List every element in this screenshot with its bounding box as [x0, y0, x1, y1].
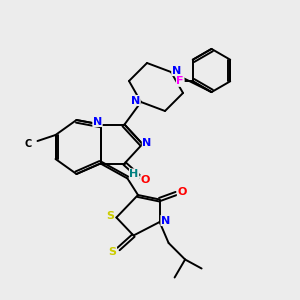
Text: S: S	[109, 247, 116, 257]
Text: N: N	[161, 215, 170, 226]
Text: N: N	[131, 95, 140, 106]
Text: C: C	[25, 139, 32, 149]
Text: O: O	[177, 187, 187, 197]
Text: O: O	[141, 175, 150, 185]
Text: H: H	[130, 169, 139, 179]
Text: N: N	[172, 65, 181, 76]
Text: F: F	[176, 76, 184, 86]
Text: S: S	[106, 211, 114, 221]
Text: N: N	[142, 137, 152, 148]
Text: N: N	[93, 116, 102, 127]
